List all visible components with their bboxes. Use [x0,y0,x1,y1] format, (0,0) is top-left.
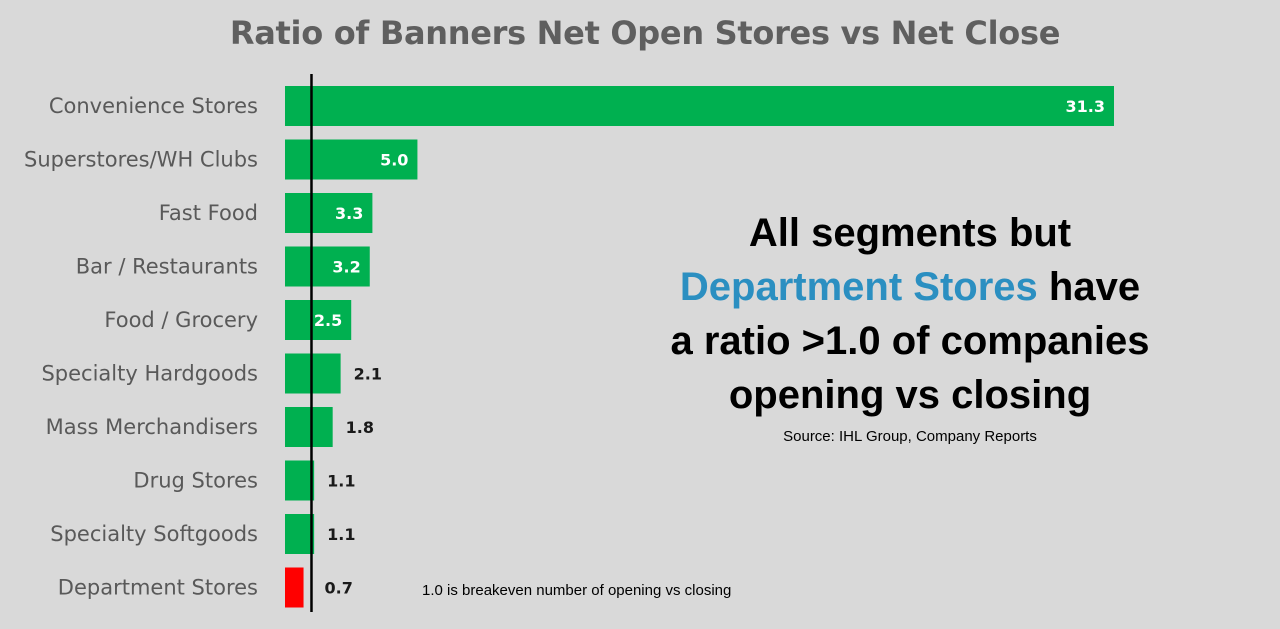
callout-text: All segments but Department Stores have … [620,206,1200,422]
breakeven-note: 1.0 is breakeven number of opening vs cl… [422,582,732,599]
bars [285,86,1114,608]
category-label-fast-food: Fast Food [159,201,258,225]
value-label-fast-food: 3.3 [335,204,363,223]
callout-line-4: opening vs closing [728,373,1092,417]
value-label-specialty-hardgoods: 2.1 [354,365,382,384]
category-label-drug-stores: Drug Stores [133,469,258,493]
bar-mass-merchandisers [285,407,333,447]
category-label-convenience-stores: Convenience Stores [49,94,258,118]
callout-line-2: Department Stores have [620,260,1200,314]
value-label-department-stores: 0.7 [324,579,352,598]
bar-fast-food [285,193,373,233]
source-note: Source: IHL Group, Company Reports [783,428,1037,445]
bar-food-grocery [285,300,352,340]
chart-title: Ratio of Banners Net Open Stores vs Net … [229,14,1061,52]
bar-department-stores [285,567,304,608]
bar-specialty-hardgoods [285,353,341,394]
callout-line-3: a ratio >1.0 of companies [670,319,1150,363]
value-label-specialty-softgoods: 1.1 [327,525,355,544]
category-label-department-stores: Department Stores [58,576,258,600]
category-label-bar-restaurants: Bar / Restaurants [76,255,258,279]
bar-convenience-stores [285,86,1114,126]
value-label-convenience-stores: 31.3 [1066,97,1105,116]
value-labels: 31.3 5.0 3.3 3.2 2.5 2.1 1.8 1.1 1.1 0.7 [314,97,1105,598]
category-label-superstores-wh-clubs: Superstores/WH Clubs [24,148,258,172]
callout-highlight: Department Stores [679,265,1038,309]
category-label-food-grocery: Food / Grocery [104,308,258,332]
category-label-specialty-softgoods: Specialty Softgoods [50,522,258,546]
value-label-food-grocery: 2.5 [314,311,342,330]
bar-bar-restaurants [285,246,370,287]
value-label-mass-merchandisers: 1.8 [346,418,374,437]
category-labels: Convenience Stores Superstores/WH Clubs Fa… [24,94,258,600]
value-label-drug-stores: 1.1 [327,472,355,491]
bar-specialty-softgoods [285,514,315,554]
value-label-bar-restaurants: 3.2 [332,258,360,277]
bar-superstores-wh-clubs [285,139,418,180]
category-label-mass-merchandisers: Mass Merchandisers [46,415,258,439]
callout-line-2-rest: have [1037,265,1141,309]
bar-drug-stores [285,460,315,501]
category-label-specialty-hardgoods: Specialty Hardgoods [41,362,258,386]
callout-line-1: All segments but [748,211,1072,255]
value-label-superstores-wh-clubs: 5.0 [380,151,408,170]
